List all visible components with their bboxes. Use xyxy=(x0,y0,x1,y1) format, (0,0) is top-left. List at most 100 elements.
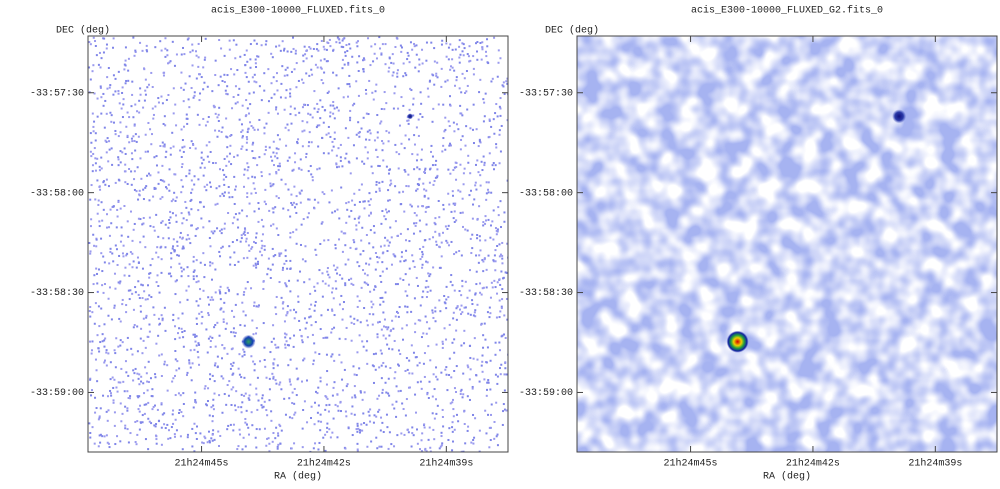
photon xyxy=(221,79,224,82)
photon xyxy=(471,247,474,250)
photon xyxy=(495,143,498,146)
photon xyxy=(136,166,139,169)
photon xyxy=(252,264,255,267)
photon xyxy=(342,96,345,99)
photon xyxy=(402,190,405,193)
photon xyxy=(129,210,132,213)
photon xyxy=(184,200,187,203)
photon xyxy=(238,353,241,356)
photon xyxy=(151,388,154,391)
photon xyxy=(272,164,275,167)
photon xyxy=(476,40,479,43)
photon xyxy=(319,242,322,245)
photon xyxy=(478,138,481,141)
photon xyxy=(440,67,443,70)
photon xyxy=(182,403,185,406)
photon xyxy=(231,373,234,376)
photon xyxy=(447,244,450,247)
photon xyxy=(205,189,208,192)
photon xyxy=(275,106,278,109)
photon xyxy=(410,445,413,448)
photon xyxy=(262,287,265,290)
photon xyxy=(370,440,373,443)
photon xyxy=(414,224,417,227)
photon xyxy=(180,212,183,215)
photon xyxy=(164,427,167,430)
photon xyxy=(253,304,256,307)
photon xyxy=(271,184,274,187)
photon xyxy=(324,395,327,398)
photon xyxy=(192,406,195,409)
photon xyxy=(293,107,296,110)
photon xyxy=(285,333,288,336)
photon xyxy=(214,203,217,206)
photon xyxy=(195,300,198,303)
photon xyxy=(247,244,250,247)
photon xyxy=(182,217,185,220)
photon xyxy=(209,150,212,153)
photon xyxy=(190,224,193,227)
photon xyxy=(473,436,476,439)
photon xyxy=(445,55,448,58)
photon xyxy=(90,352,93,355)
photon xyxy=(415,276,418,279)
photon xyxy=(275,295,278,298)
photon xyxy=(492,118,495,121)
photon xyxy=(377,410,380,413)
photon xyxy=(317,420,320,423)
photon xyxy=(119,121,122,124)
photon xyxy=(97,305,100,308)
photon xyxy=(394,143,397,146)
photon xyxy=(123,147,126,150)
photon xyxy=(267,437,270,440)
photon xyxy=(256,164,259,167)
photon xyxy=(117,199,120,202)
photon xyxy=(310,55,313,58)
photon xyxy=(103,435,106,438)
photon xyxy=(162,237,165,240)
photon xyxy=(173,433,176,436)
photon xyxy=(329,104,332,107)
photon xyxy=(272,183,275,186)
photon xyxy=(282,207,285,210)
photon xyxy=(96,380,99,383)
photon xyxy=(96,179,99,182)
photon xyxy=(216,321,219,324)
photon xyxy=(331,328,334,331)
photon xyxy=(466,229,469,232)
photon xyxy=(374,90,377,93)
photon xyxy=(479,174,482,177)
photon xyxy=(319,380,322,383)
photon xyxy=(395,400,398,403)
photon xyxy=(455,123,458,126)
photon xyxy=(129,395,132,398)
photon xyxy=(132,260,135,263)
photon xyxy=(205,144,208,147)
photon xyxy=(266,437,269,440)
photon xyxy=(341,58,344,61)
photon xyxy=(355,247,358,250)
photon xyxy=(455,307,458,310)
photon xyxy=(131,93,134,96)
photon xyxy=(501,298,504,301)
photon xyxy=(319,413,322,416)
photon xyxy=(162,74,165,77)
photon xyxy=(99,341,102,344)
photon xyxy=(96,97,99,100)
photon xyxy=(409,203,412,206)
photon xyxy=(416,284,419,287)
photon xyxy=(233,73,236,76)
photon xyxy=(195,401,198,404)
photon xyxy=(376,114,379,117)
photon xyxy=(124,59,127,62)
photon xyxy=(321,272,324,275)
photon xyxy=(412,97,415,100)
x-tick-label: 21h24m39s xyxy=(908,458,962,470)
photon xyxy=(225,403,228,406)
photon xyxy=(270,96,273,99)
photon xyxy=(449,172,452,175)
photon xyxy=(331,394,334,397)
photon xyxy=(472,438,475,441)
photon xyxy=(214,291,217,294)
photon xyxy=(477,145,480,148)
